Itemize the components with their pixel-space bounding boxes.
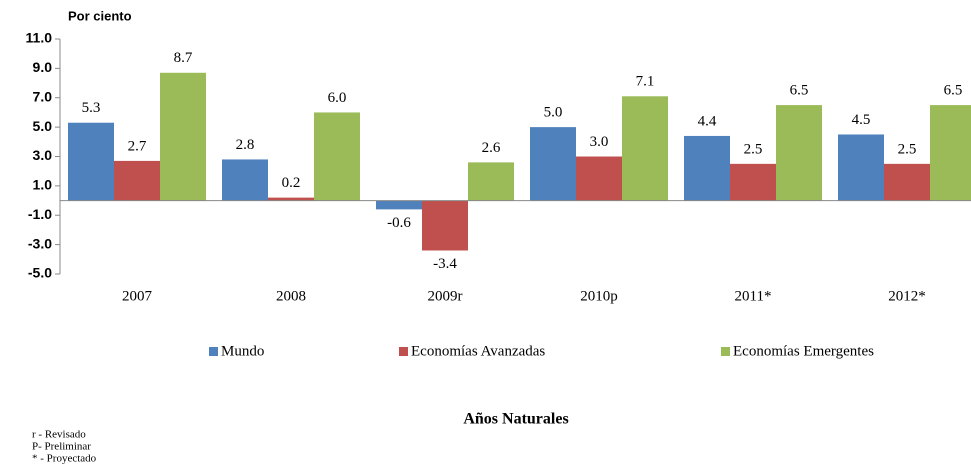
y-tick-label: -3.0 xyxy=(28,235,52,251)
bar xyxy=(422,200,468,251)
legend-label: Economías Avanzadas xyxy=(411,343,545,359)
x-tick-label: 2009r xyxy=(428,288,463,304)
x-tick-label: 2012* xyxy=(888,288,926,304)
data-label: 8.7 xyxy=(174,50,193,66)
bar xyxy=(222,159,268,201)
y-tick-label: 7.0 xyxy=(33,88,53,104)
legend-label: Economías Emergentes xyxy=(733,343,874,359)
data-label: 7.1 xyxy=(636,74,655,90)
data-label: 5.0 xyxy=(544,105,563,121)
bar xyxy=(468,162,514,201)
x-axis-label: Años Naturales xyxy=(463,411,568,428)
data-label: 0.2 xyxy=(282,175,301,191)
y-tick-label: 3.0 xyxy=(33,147,53,163)
data-label: 6.5 xyxy=(944,83,963,99)
data-label: -0.6 xyxy=(387,215,411,231)
footnote: P- Preliminar xyxy=(32,441,91,453)
legend-label: Mundo xyxy=(221,343,264,359)
data-label: 3.0 xyxy=(590,134,609,150)
y-tick-label: 5.0 xyxy=(33,118,53,134)
data-label: 2.5 xyxy=(898,141,917,157)
x-tick-label: 2011* xyxy=(735,288,772,304)
bar xyxy=(160,72,206,201)
data-label: 5.3 xyxy=(82,100,101,116)
data-label: 6.0 xyxy=(328,90,347,106)
bar xyxy=(930,105,971,201)
bar xyxy=(314,112,360,201)
bar xyxy=(376,200,422,210)
x-tick-label: 2010p xyxy=(580,288,618,304)
bar xyxy=(730,163,776,201)
data-label: 2.8 xyxy=(236,137,255,153)
y-tick-label: 9.0 xyxy=(33,59,53,75)
legend-swatch xyxy=(721,347,730,356)
bar xyxy=(68,122,114,201)
bar xyxy=(576,156,622,201)
bar xyxy=(622,96,668,201)
bar xyxy=(684,135,730,201)
y-tick-label: 11.0 xyxy=(26,30,53,46)
data-label: 2.5 xyxy=(744,141,763,157)
data-label: 6.5 xyxy=(790,83,809,99)
bar xyxy=(884,163,930,201)
data-label: -3.4 xyxy=(433,256,457,272)
legend-swatch xyxy=(399,347,408,356)
bar xyxy=(530,127,576,201)
data-label: 4.5 xyxy=(852,112,871,128)
bar xyxy=(114,160,160,201)
footnote: * - Proyectado xyxy=(32,453,97,465)
bar xyxy=(776,105,822,201)
y-tick-label: 1.0 xyxy=(33,177,53,193)
bar xyxy=(838,134,884,201)
data-label: 2.6 xyxy=(482,140,501,156)
legend-swatch xyxy=(209,347,218,356)
x-tick-label: 2007 xyxy=(122,288,153,304)
x-tick-label: 2008 xyxy=(276,288,306,304)
data-label: 2.7 xyxy=(128,138,147,154)
bar xyxy=(268,197,314,201)
y-tick-label: -5.0 xyxy=(28,265,52,281)
data-label: 4.4 xyxy=(698,113,717,129)
y-tick-label: -1.0 xyxy=(28,206,52,222)
y-axis-label: Por ciento xyxy=(68,8,132,23)
footnote: r - Revisado xyxy=(32,429,86,441)
